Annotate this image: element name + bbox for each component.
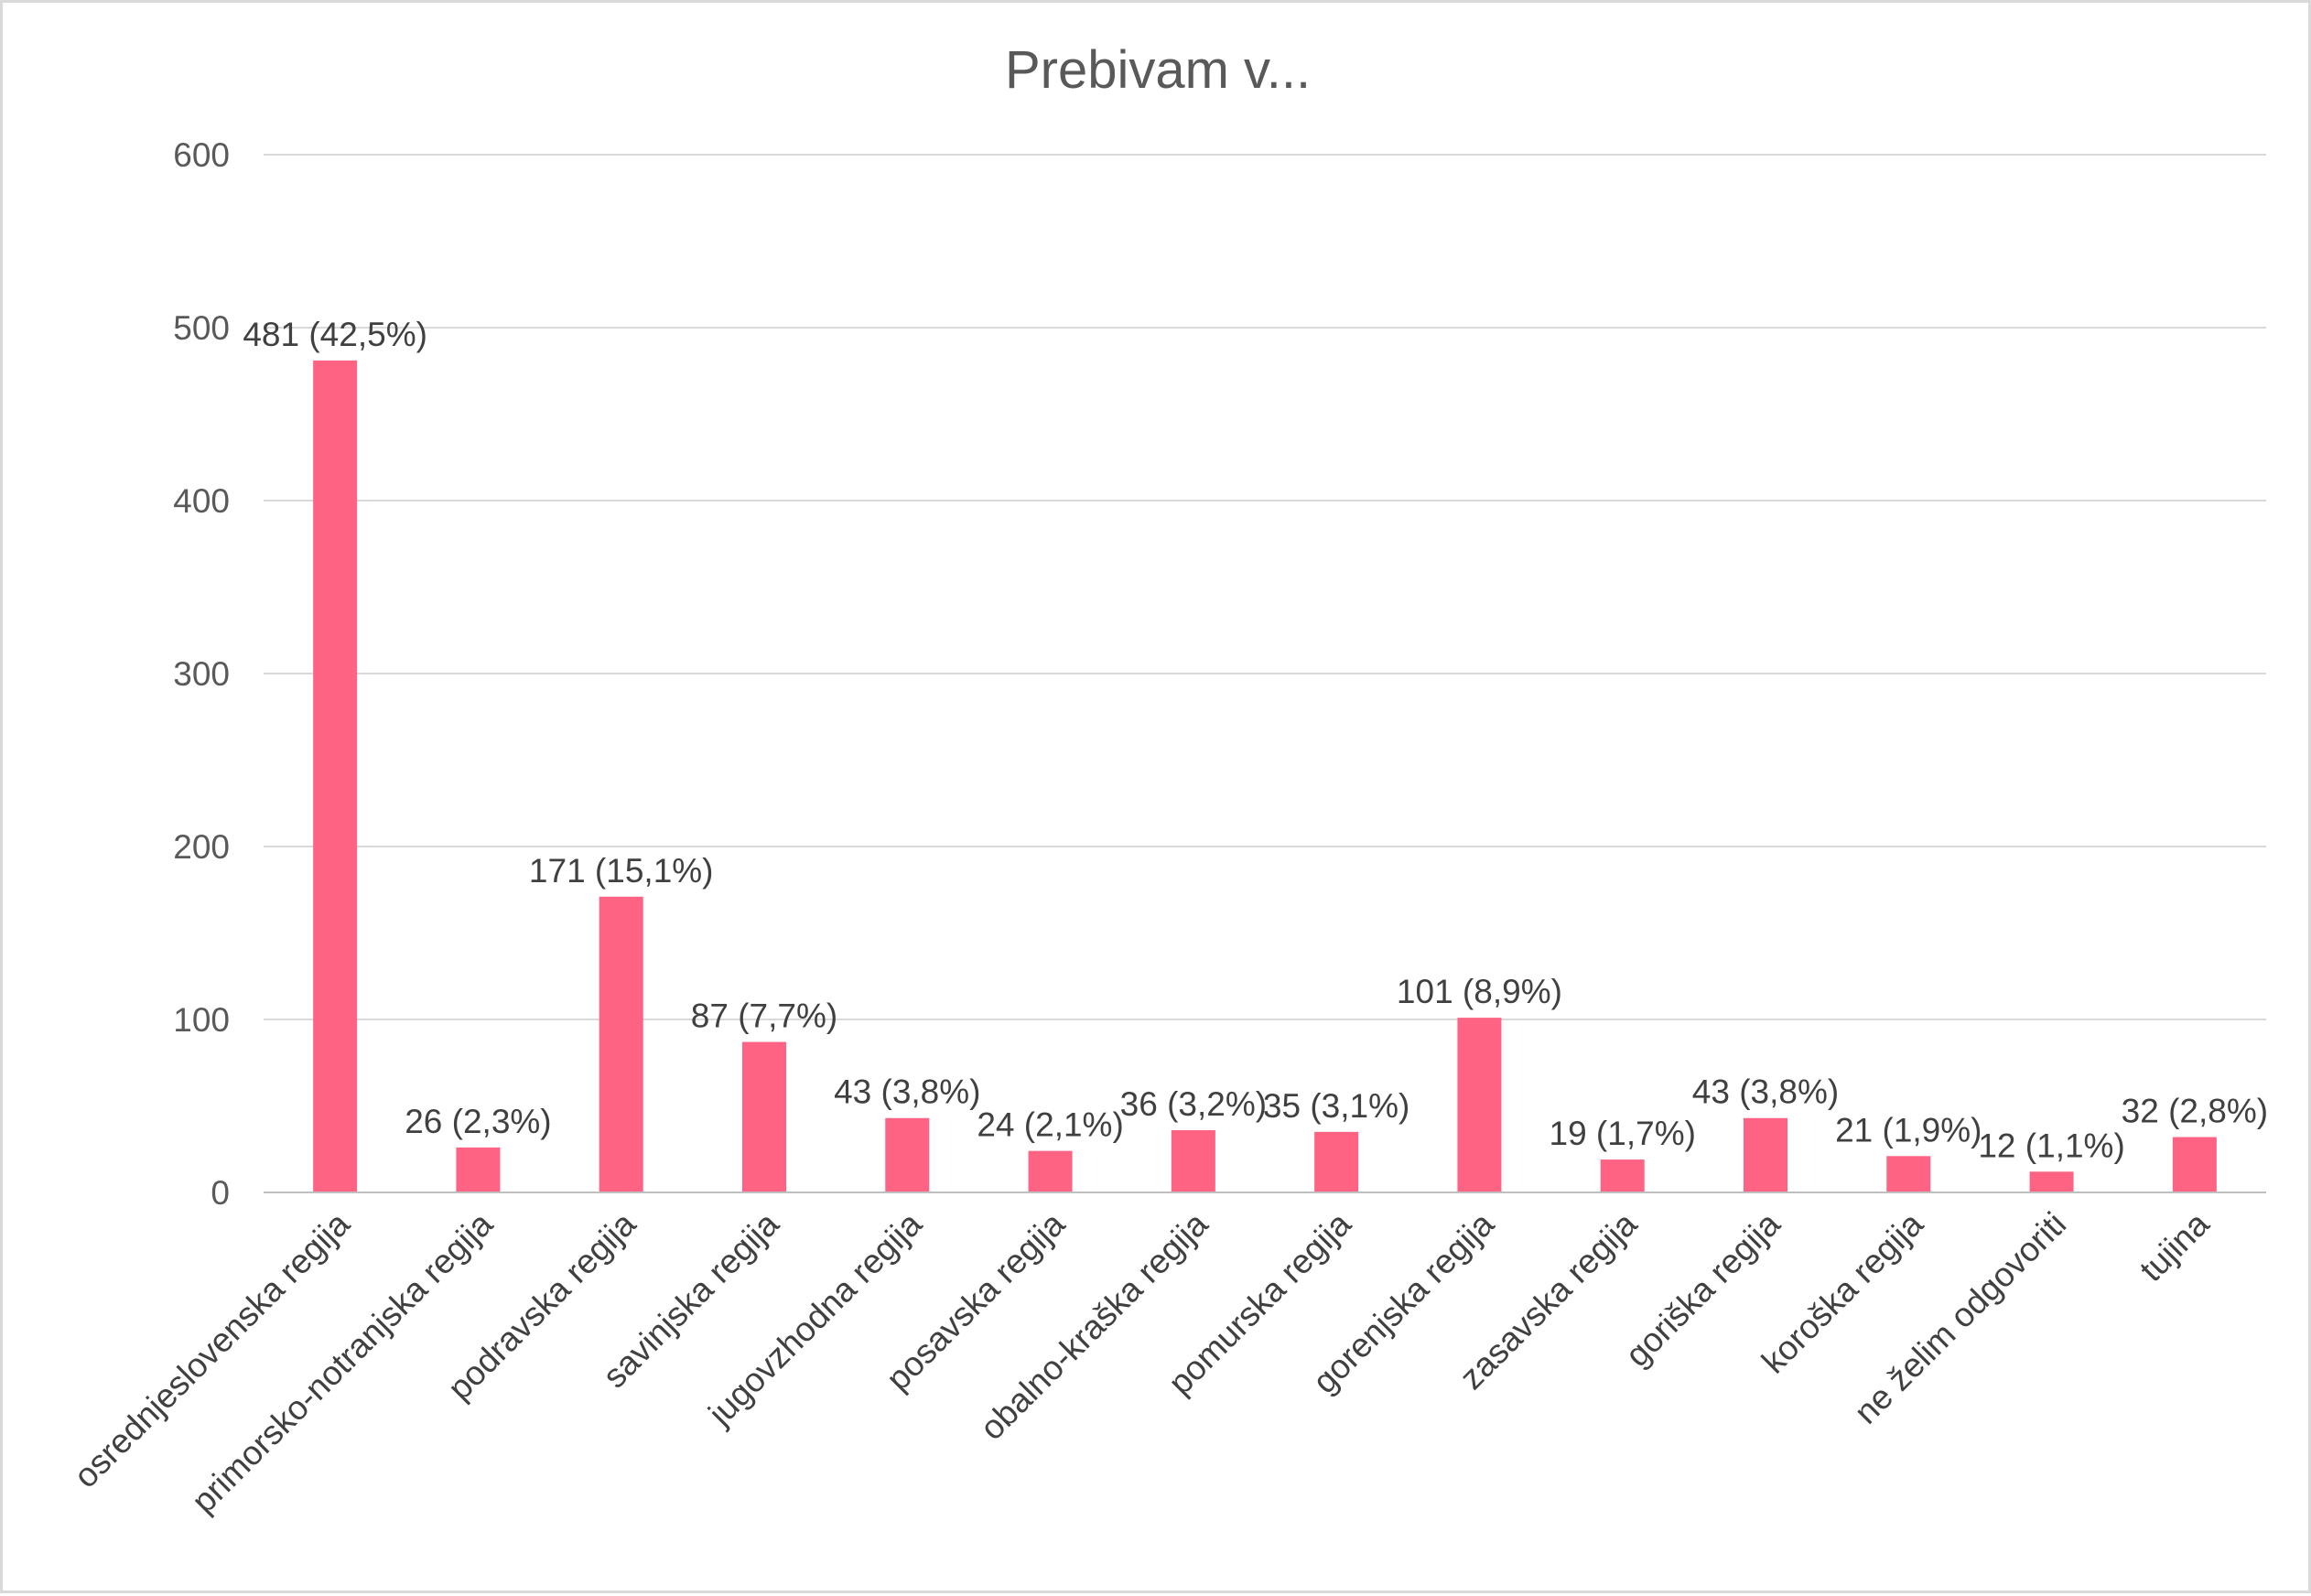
data-label: 43 (3,8%) — [834, 1073, 980, 1111]
y-tick-label: 100 — [173, 1001, 230, 1039]
y-tick-label: 300 — [173, 655, 230, 693]
y-tick-label: 400 — [173, 482, 230, 520]
bars — [313, 360, 2217, 1192]
data-label: 481 (42,5%) — [243, 316, 427, 353]
data-label: 12 (1,1%) — [1978, 1127, 2124, 1164]
data-label: 24 (2,1%) — [977, 1106, 1123, 1144]
x-category-label: osrednjeslovenska regija — [67, 1204, 357, 1494]
data-label: 26 (2,3%) — [405, 1103, 551, 1140]
bar — [599, 896, 643, 1192]
chart-title: Prebivam v... — [1005, 40, 1311, 100]
data-label: 36 (3,2%) — [1120, 1085, 1267, 1123]
gridlines — [264, 154, 2266, 1020]
data-label: 171 (15,1%) — [529, 852, 714, 890]
y-tick-label: 200 — [173, 828, 230, 866]
y-tick-label: 600 — [173, 136, 230, 174]
x-category-label: tujina — [2133, 1204, 2217, 1289]
bar — [1028, 1150, 1073, 1192]
data-label: 32 (2,8%) — [2122, 1093, 2268, 1130]
data-label: 35 (3,1%) — [1263, 1087, 1409, 1125]
data-label: 19 (1,7%) — [1550, 1115, 1696, 1152]
x-category-label: primorsko-notranjska regija — [185, 1204, 501, 1520]
bar — [1600, 1159, 1645, 1192]
bar — [2029, 1171, 2074, 1192]
x-axis-category-labels: osrednjeslovenska regijaprimorsko-notran… — [67, 1204, 2217, 1520]
bar — [885, 1117, 930, 1192]
bar — [1886, 1156, 1931, 1192]
bar — [456, 1147, 501, 1192]
bar — [1457, 1018, 1502, 1192]
data-label: 21 (1,9%) — [1835, 1111, 1982, 1148]
bar — [2172, 1137, 2217, 1192]
y-tick-label: 0 — [211, 1174, 230, 1212]
bar — [1314, 1131, 1359, 1192]
data-label: 43 (3,8%) — [1692, 1073, 1839, 1111]
data-label: 101 (8,9%) — [1397, 973, 1562, 1010]
y-tick-label: 500 — [173, 309, 230, 347]
y-axis-tick-labels: 0 100 200 300 400 500 600 — [173, 136, 230, 1212]
data-label: 87 (7,7%) — [691, 998, 837, 1035]
bar-chart: Prebivam v... 0 100 200 300 400 500 600 481 (4… — [67, 40, 2268, 1520]
bar — [1171, 1129, 1215, 1192]
bar — [742, 1041, 786, 1192]
bar — [313, 360, 358, 1192]
data-labels: 481 (42,5%) 26 (2,3%) 171 (15,1%) 87 (7,7%)… — [243, 316, 2268, 1164]
bar — [1744, 1117, 1787, 1192]
